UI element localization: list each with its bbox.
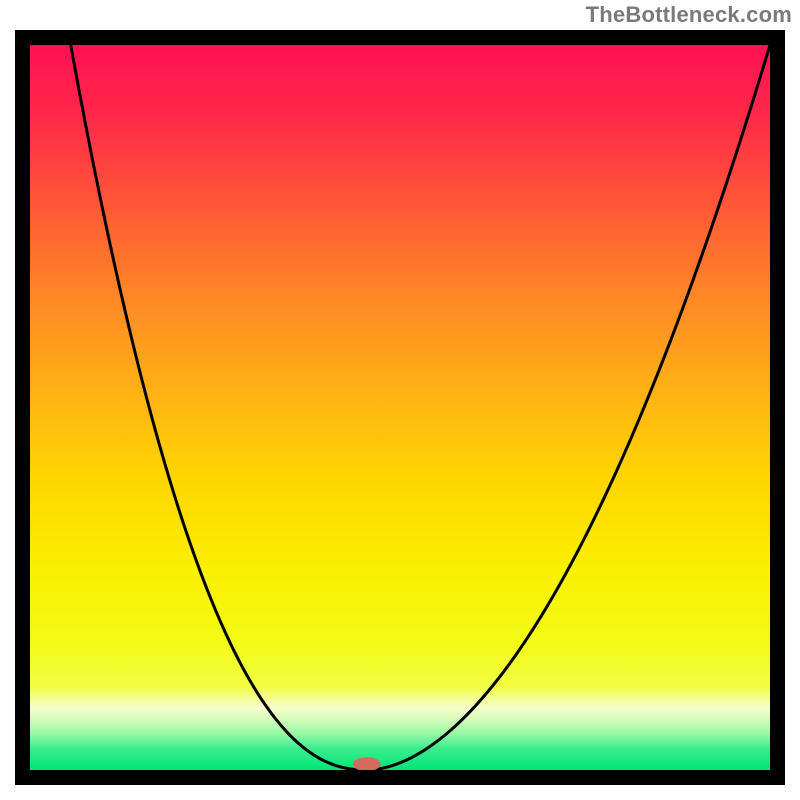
chart-background — [30, 45, 770, 770]
chart-svg — [0, 0, 800, 800]
vertex-marker — [353, 757, 381, 771]
chart-stage: TheBottleneck.com — [0, 0, 800, 800]
